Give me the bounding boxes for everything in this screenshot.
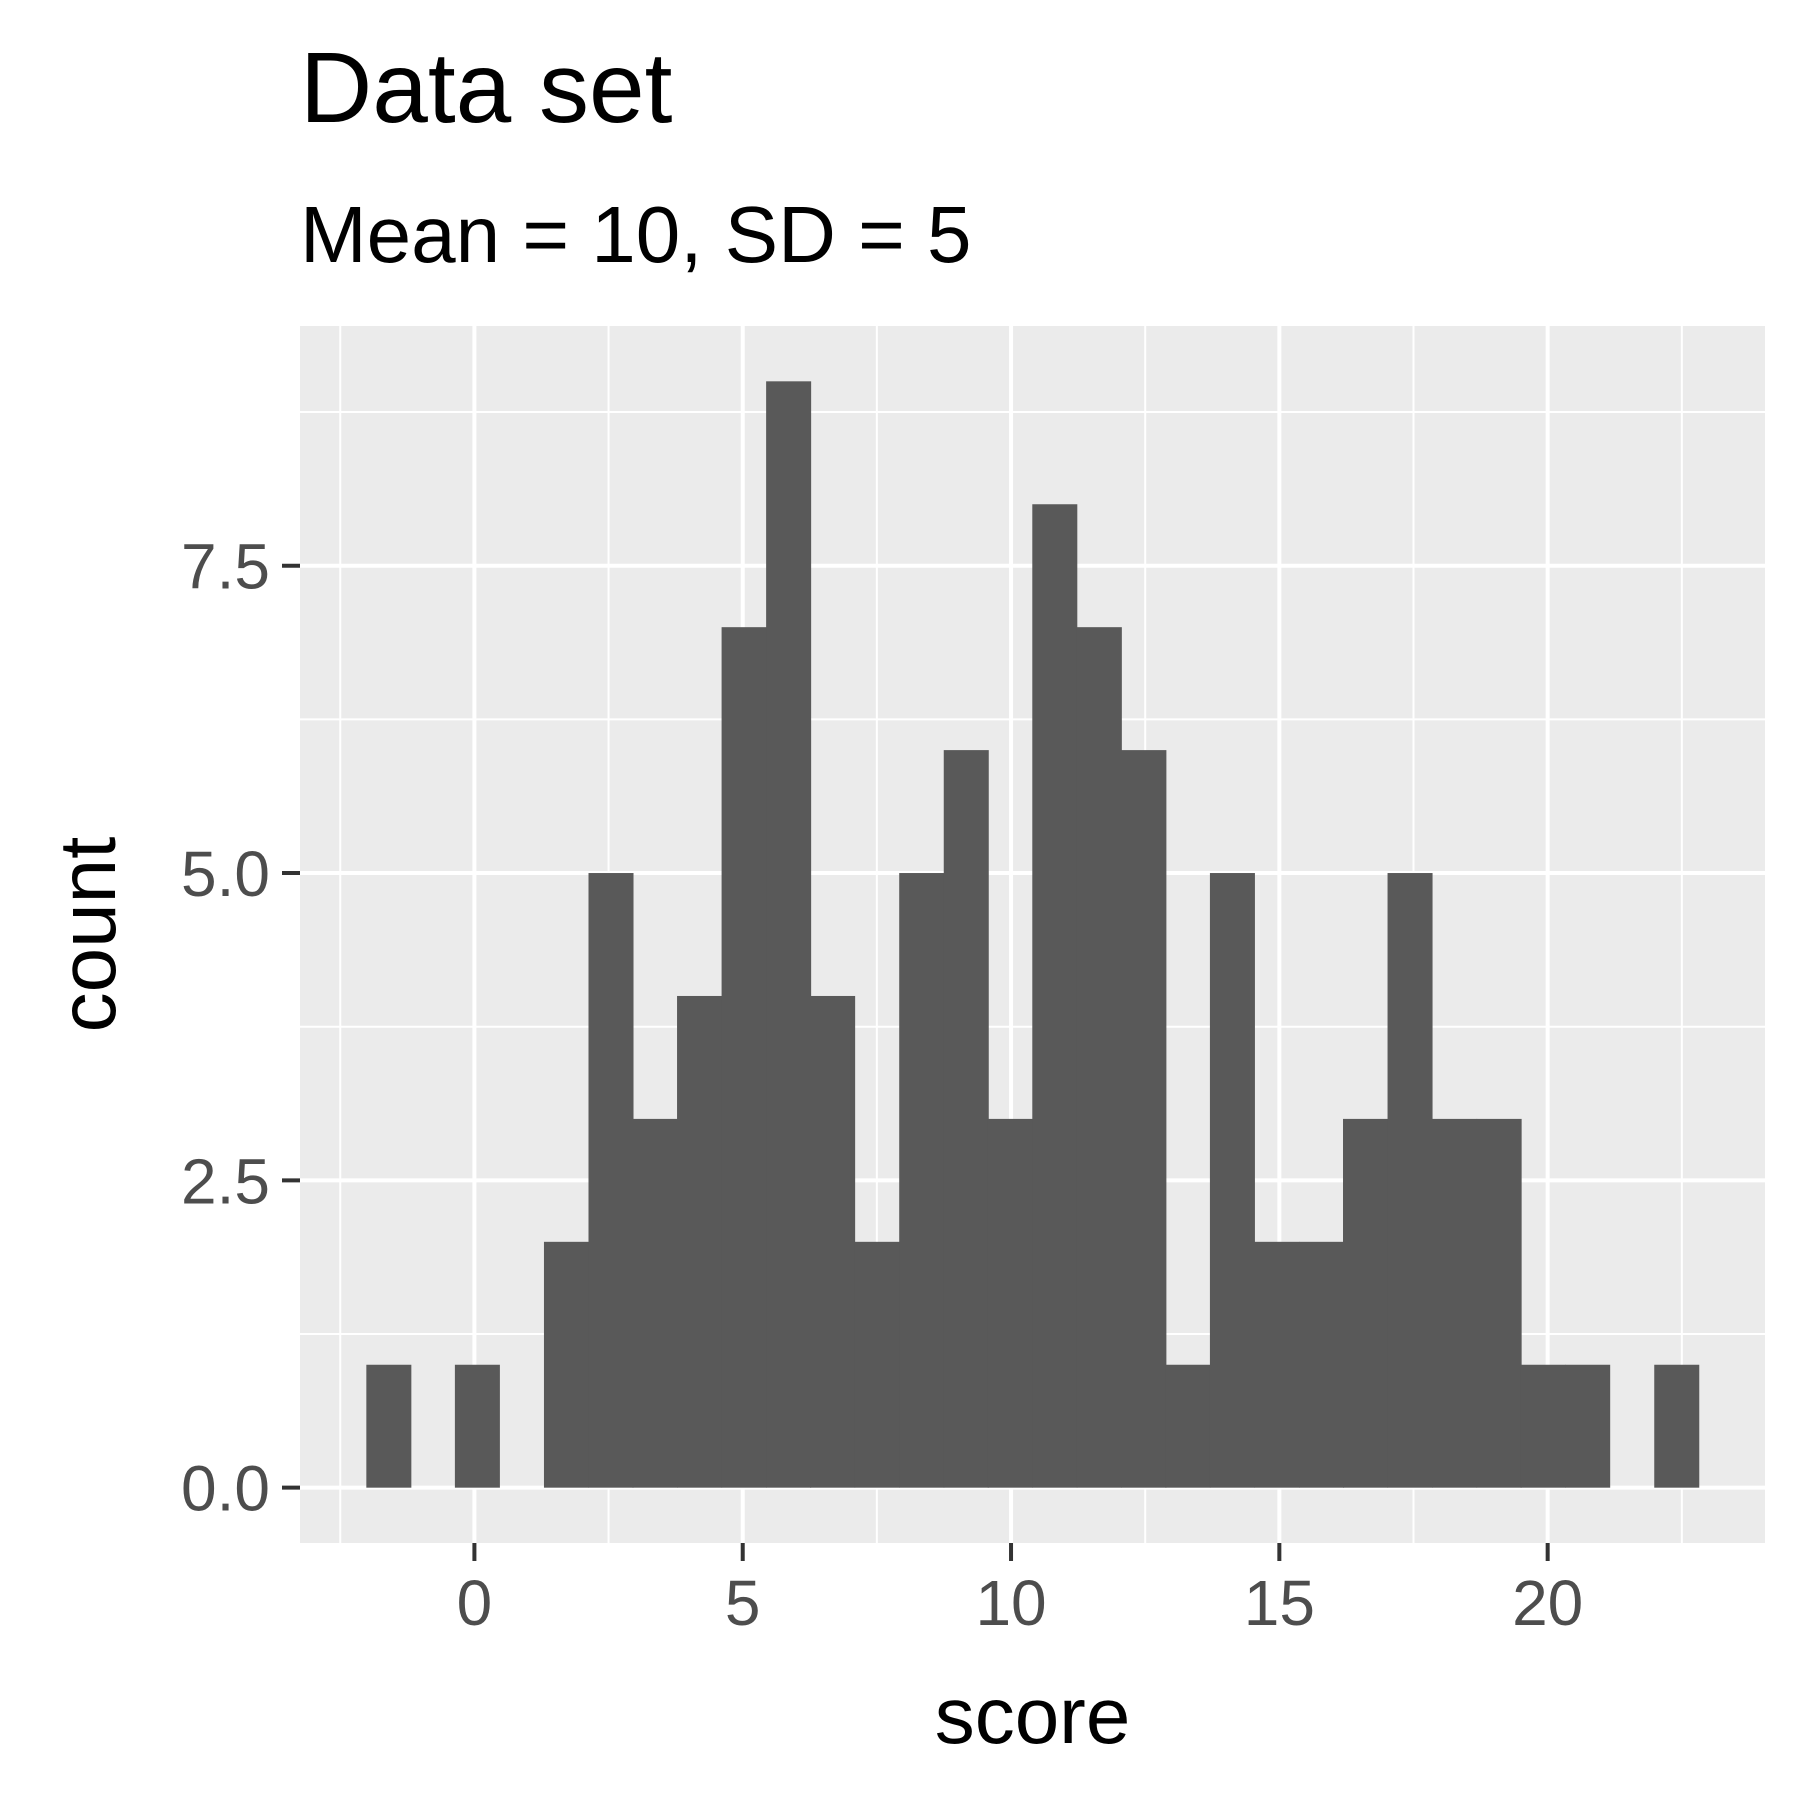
y-tick-label: 7.5 <box>181 531 270 603</box>
histogram-bar <box>943 750 989 1488</box>
histogram-bar <box>366 1364 412 1488</box>
x-tick-label: 5 <box>725 1567 761 1639</box>
x-tick-label: 20 <box>1512 1567 1583 1639</box>
histogram-bar <box>677 995 723 1488</box>
histogram-bar <box>810 995 856 1488</box>
histogram-bar <box>1121 750 1167 1488</box>
y-tick-label: 5.0 <box>181 838 270 910</box>
histogram-bar <box>899 873 945 1488</box>
histogram-bar <box>1520 1364 1566 1488</box>
histogram-bar <box>1209 873 1255 1488</box>
histogram-bar <box>1476 1118 1522 1488</box>
histogram-bar <box>766 381 812 1488</box>
histogram-bar <box>1165 1364 1211 1488</box>
histogram-bar <box>1299 1241 1345 1488</box>
histogram-bars <box>366 381 1700 1488</box>
histogram-bar <box>1432 1118 1478 1488</box>
y-tick-label: 2.5 <box>181 1145 270 1217</box>
histogram-bar <box>1654 1364 1700 1488</box>
histogram-bar <box>721 627 767 1488</box>
histogram-bar <box>1343 1118 1389 1488</box>
histogram-bar <box>987 1118 1033 1488</box>
histogram-bar <box>854 1241 900 1488</box>
histogram-bar <box>1254 1241 1300 1488</box>
x-axis-title: score <box>935 1671 1131 1760</box>
y-tick-label: 0.0 <box>181 1453 270 1525</box>
x-tick-label: 0 <box>457 1567 493 1639</box>
histogram-bar <box>1387 873 1433 1488</box>
histogram-bar <box>1076 627 1122 1488</box>
chart-title: Data set <box>300 32 673 144</box>
y-axis-title: count <box>43 837 132 1033</box>
x-tick-label: 15 <box>1244 1567 1315 1639</box>
histogram-bar <box>632 1118 678 1488</box>
y-axis: 0.0 2.5 5.0 7.5 <box>181 531 300 1525</box>
histogram-bar <box>1565 1364 1611 1488</box>
x-tick-label: 10 <box>975 1567 1046 1639</box>
histogram-bar <box>454 1364 500 1488</box>
histogram-bar <box>588 873 634 1488</box>
histogram-bar <box>543 1241 589 1488</box>
chart-subtitle: Mean = 10, SD = 5 <box>300 190 972 279</box>
x-axis: 0 5 10 15 20 <box>457 1543 1583 1639</box>
histogram-bar <box>1032 504 1078 1488</box>
